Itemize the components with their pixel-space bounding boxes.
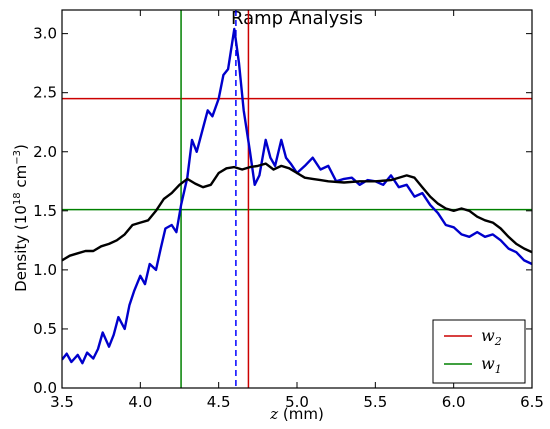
- y-tick-label: 2.0: [33, 143, 57, 161]
- x-tick-label: 5.0: [285, 393, 309, 411]
- x-axis-label: z (mm): [269, 405, 324, 423]
- x-tick-label: 5.5: [363, 393, 387, 411]
- chart-title: Ramp Analysis: [231, 8, 363, 29]
- legend-label-w2: w2: [481, 326, 502, 348]
- y-tick-label: 3.0: [33, 25, 57, 43]
- plot-frame: [61, 9, 533, 389]
- series-line-0: [62, 27, 532, 365]
- plot-area: [62, 10, 532, 388]
- y-tick-label: 2.5: [33, 84, 57, 102]
- x-tick-label: 6.5: [520, 393, 544, 411]
- x-tick-label: 4.0: [128, 393, 152, 411]
- legend-box: [432, 319, 526, 384]
- y-tick-label: 0.5: [33, 320, 57, 338]
- x-tick-label: 6.0: [442, 393, 466, 411]
- x-tick-label: 4.5: [207, 393, 231, 411]
- y-tick-label: 0.0: [33, 379, 57, 397]
- y-tick-label: 1.0: [33, 261, 57, 279]
- series-line-1: [62, 162, 532, 262]
- x-tick-label: 3.5: [50, 393, 74, 411]
- y-axis-label: Density (1018 cm−3): [12, 144, 30, 292]
- legend: w2 w1: [432, 319, 526, 384]
- legend-label-w1: w1: [481, 354, 502, 376]
- axis-ticks: 3.5 4.0 4.5 5.0 5.5 6.0 6.5 0.0 0.5 1.0 1.5 2.0 2.5 3…: [33, 10, 544, 411]
- y-tick-label: 1.5: [33, 202, 57, 220]
